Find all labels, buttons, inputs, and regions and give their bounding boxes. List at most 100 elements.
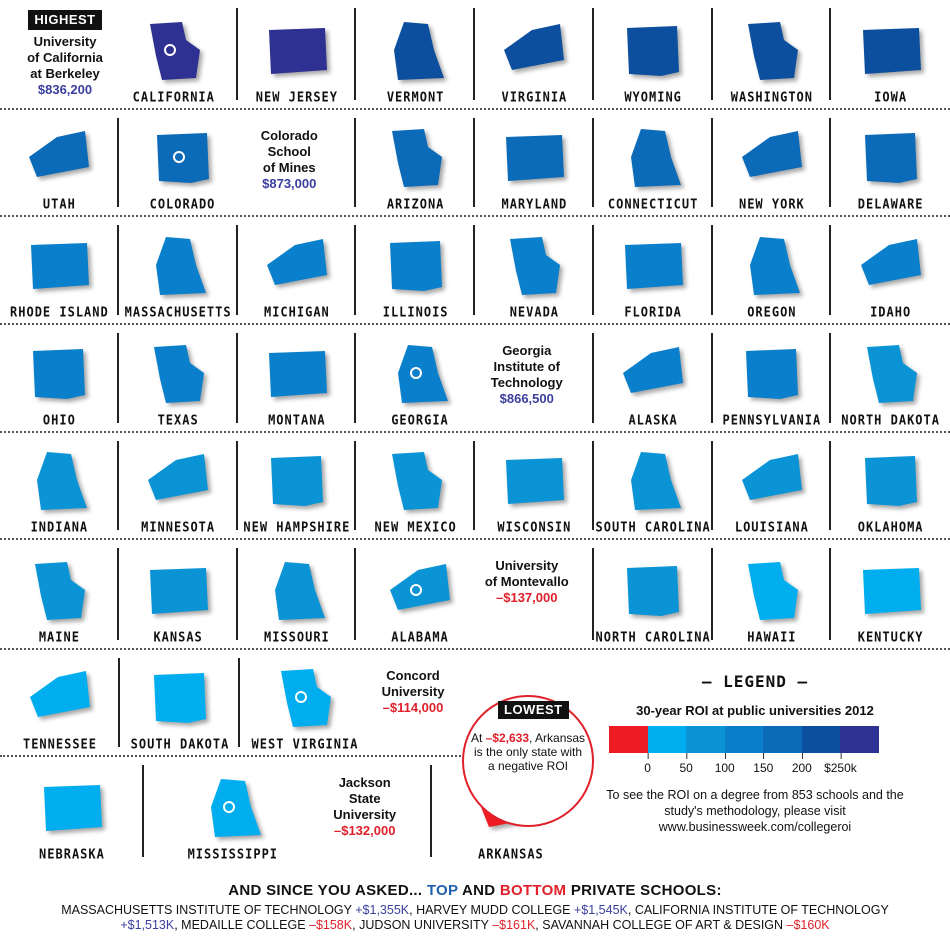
school-name: HARVEY MUDD COLLEGE	[416, 903, 574, 917]
state-shape-icon	[156, 237, 207, 295]
state-cell-north-carolina: NORTH CAROLINA	[594, 540, 713, 648]
state-name: OREGON	[747, 304, 797, 320]
legend-title: – LEGEND –	[701, 672, 809, 691]
lowest-callout: LOWEST At –$2,633, Arkansas is the only …	[462, 695, 594, 827]
state-name: VIRGINIA	[501, 89, 568, 105]
state-name: MONTANA	[268, 412, 326, 428]
state-cell-virginia: VIRGINIA	[475, 0, 594, 108]
state-shape-icon	[37, 452, 88, 510]
school-name-line: State	[348, 791, 381, 806]
school-name: MASSACHUSETTS INSTITUTE OF TECHNOLOGY	[61, 903, 356, 917]
legend-tick: 50	[679, 753, 693, 775]
state-cell-georgia: Georgia Institute of Technology $866,500 GEO…	[356, 325, 594, 431]
school-roi: –$158K	[309, 918, 353, 932]
school-roi-value: $866,500	[499, 391, 554, 406]
state-shape-icon	[29, 131, 90, 177]
legend-swatch-50-100	[686, 726, 725, 753]
state-shape-icon	[270, 456, 323, 506]
heading-top: TOP	[426, 882, 459, 899]
lowest-text-post: , Arkansas is the only state with a nega…	[473, 731, 586, 773]
state-name: PENNSYLVANIA	[722, 412, 822, 428]
state-row: RHODE ISLAND MASSACHUSETTS MICHIGAN ILLINOI…	[0, 217, 950, 325]
state-name: WEST VIRGINIA	[251, 736, 359, 752]
state-shape-icon	[31, 243, 90, 289]
state-shape-icon	[506, 135, 565, 181]
school-roi-value: $873,000	[262, 176, 317, 191]
state-name: NORTH DAKOTA	[841, 412, 940, 428]
state-name: TENNESSEE	[22, 736, 98, 752]
state-shape-icon	[625, 243, 684, 289]
school-callout: University of Montevallo –$137,000	[472, 558, 582, 606]
state-cell-mississippi: Jackson State University –$132,000 MISSISSIP…	[144, 757, 432, 865]
state-row: UTAH Colorado School of Mines $873,000 COLORA…	[0, 110, 950, 217]
state-shape-icon	[148, 454, 209, 500]
state-name: SOUTH CAROLINA	[595, 519, 711, 535]
state-shape-icon	[154, 345, 205, 403]
state-shape-icon	[627, 566, 680, 616]
state-cell-minnesota: MINNESOTA	[119, 433, 238, 538]
state-shape-icon	[745, 349, 798, 399]
state-cell-arizona: ARIZONA	[356, 110, 475, 215]
school-roi: +$1,545K	[573, 903, 628, 917]
state-cell-vermont: VERMONT	[356, 0, 475, 108]
legend-tick: 0	[644, 753, 651, 775]
state-cell-alaska: ALASKA	[594, 325, 713, 431]
state-name: IOWA	[874, 89, 908, 105]
state-cell-kansas: KANSAS	[119, 540, 238, 648]
lowest-text-pre: At	[470, 731, 486, 745]
location-marker-icon	[222, 801, 235, 813]
state-cell-connecticut: CONNECTICUT	[594, 110, 713, 215]
state-cell-florida: FLORIDA	[594, 217, 713, 323]
state-name: LOUISIANA	[734, 519, 809, 535]
state-row: MAINE KANSAS MISSOURI University of Monteval…	[0, 540, 950, 650]
state-cell-texas: TEXAS	[119, 325, 238, 431]
state-shape-icon	[43, 785, 102, 831]
state-shape-icon	[506, 458, 565, 504]
school-callout: HIGHEST University of California at Berkele…	[10, 10, 120, 98]
state-name: VERMONT	[386, 89, 445, 105]
state-name: TEXAS	[157, 412, 199, 428]
state-shape-icon	[391, 129, 442, 187]
legend-tick: $250k	[824, 753, 857, 775]
school-name: MEDAILLE COLLEGE	[181, 918, 309, 932]
school-name-line: Technology	[490, 375, 563, 390]
legend-subtitle: 30-year ROI at public universities 2012	[636, 703, 874, 718]
state-row: INDIANA MINNESOTA NEW HAMPSHIRE NEW MEXICO W…	[0, 433, 950, 540]
state-name: GEORGIA	[391, 412, 449, 428]
state-name: FLORIDA	[624, 304, 682, 320]
legend: – LEGEND – 30-year ROI at public univers…	[595, 672, 915, 835]
school-name: JUDSON UNIVERSITY	[359, 918, 493, 932]
state-name: HAWAII	[747, 629, 797, 645]
school-name-line: University	[381, 684, 445, 699]
school-roi: –$161K	[492, 918, 536, 932]
school-name-line: of California	[27, 50, 103, 65]
state-name: SOUTH DAKOTA	[130, 736, 230, 752]
state-cell-new-hampshire: NEW HAMPSHIRE	[238, 433, 357, 538]
state-shape-icon	[747, 562, 798, 620]
state-name: NEBRASKA	[39, 846, 105, 862]
state-shape-icon	[864, 456, 917, 506]
heading-pre: AND SINCE YOU ASKED...	[228, 882, 427, 899]
state-cell-new-york: NEW YORK	[713, 110, 832, 215]
state-cell-west-virginia: Concord University –$114,000 WEST VIRGINIA	[240, 650, 480, 755]
state-row: HIGHEST University of California at Berkele…	[0, 0, 950, 110]
school-name: CALIFORNIA INSTITUTE OF TECHNOLOGY	[634, 903, 889, 917]
state-shape-icon	[864, 133, 917, 183]
school-roi-value: $836,200	[37, 82, 93, 97]
state-name: NEW HAMPSHIRE	[243, 519, 351, 535]
school-roi: +$1,513K	[120, 918, 175, 932]
state-name: MICHIGAN	[263, 304, 330, 320]
state-cell-delaware: DELAWARE	[831, 110, 950, 215]
state-cell-louisiana: LOUISIANA	[713, 433, 832, 538]
state-shape-icon	[627, 26, 680, 76]
state-shape-icon	[393, 22, 444, 80]
state-name: ARKANSAS	[477, 846, 544, 862]
state-shape-icon	[156, 133, 209, 183]
lowest-value: –$2,633	[485, 731, 530, 745]
school-roi-value: –$137,000	[496, 590, 558, 605]
state-name: COLORADO	[149, 196, 216, 212]
state-name: MINNESOTA	[141, 519, 216, 535]
location-marker-icon	[410, 584, 422, 596]
state-cell-ohio: OHIO	[0, 325, 119, 431]
state-name: KENTUCKY	[857, 629, 924, 645]
